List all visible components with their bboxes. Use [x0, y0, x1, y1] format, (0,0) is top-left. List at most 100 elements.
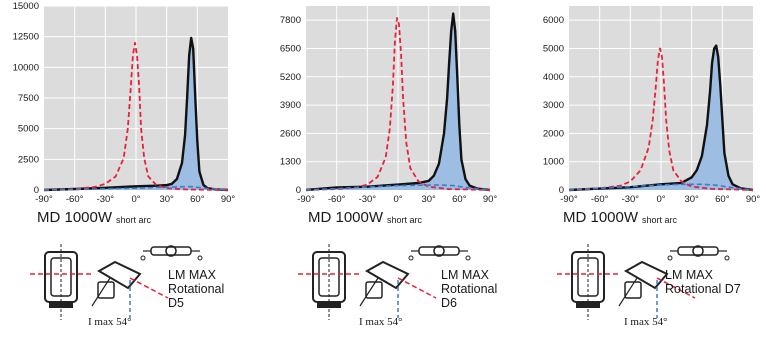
intensity-chart-d5: 0 2500 5000 7500 10000 12500 15000 -90° -60° -30°… — [13, 1, 236, 205]
y-tick-label: 6500 — [280, 43, 301, 54]
lamp-title: MD 1000W short arc — [308, 209, 422, 227]
imax-label: I max 54° — [359, 316, 403, 328]
y-tick-label: 0 — [296, 185, 301, 196]
photometric-panel-d6: 0 1300 2600 3900 5200 6500 7800 -90° -60° -30° 0° 3… — [262, 0, 502, 333]
y-tick-label: 0 — [559, 185, 564, 196]
fixture-top-knob-right — [724, 255, 730, 261]
fixture-top-knob-left — [667, 255, 673, 261]
y-tick-label: 5000 — [18, 124, 39, 135]
photometric-panel-d7: 0 1000 2000 3000 4000 5000 6000 -90° -60° -30° 0° 3… — [525, 0, 765, 333]
series-line-solid — [305, 12, 491, 192]
lamp-title: MD 1000W short arc — [37, 209, 151, 227]
fixture-diagram-d7 — [557, 244, 730, 320]
imax-label: I max 54° — [88, 316, 132, 328]
x-tick-label: 0° — [393, 194, 402, 205]
y-tick-label: 2000 — [543, 128, 564, 139]
fixture-diagram-d5 — [30, 244, 203, 320]
series-line-solid — [568, 44, 754, 192]
y-tick-label: 7800 — [280, 15, 301, 26]
y-tick-label: 12500 — [13, 32, 39, 43]
y-tick-label: 4000 — [543, 72, 564, 83]
intensity-chart-d6: 0 1300 2600 3900 5200 6500 7800 -90° -60° -30° 0° 3… — [280, 6, 498, 205]
lamp-title: MD 1000W short arc — [563, 209, 677, 227]
beam-label: LM MAX Rotational D5 — [168, 268, 240, 310]
y-tick-label: 5200 — [280, 72, 301, 83]
fixture-tilted-head — [364, 260, 410, 290]
series-area — [44, 37, 228, 191]
fixture-top-bar — [677, 246, 719, 256]
x-tick-label: -60° — [66, 194, 84, 205]
fixture-tilted-body — [97, 281, 115, 299]
beam-label-line2: Rotational D6 — [441, 282, 498, 310]
fixture-top-bar — [418, 246, 460, 256]
beam-label: LM MAX Rotational D7 — [665, 268, 741, 296]
series-line-dashed-blue — [43, 185, 229, 191]
series-area — [569, 45, 753, 190]
beam-label-line1: LM MAX — [665, 268, 713, 282]
beam-label-line2: Rotational D7 — [665, 282, 741, 296]
beam-axis-red — [397, 277, 437, 299]
photometric-panel-d5: 0 2500 5000 7500 10000 12500 15000 -90° -60° -30°… — [0, 0, 240, 333]
lamp-sub: short arc — [387, 215, 423, 225]
y-tick-label: 10000 — [13, 62, 39, 73]
x-tick-label: -60° — [328, 194, 346, 205]
series-line-solid — [43, 36, 229, 192]
series-area — [306, 13, 490, 190]
series-line-dashed-red — [568, 47, 754, 191]
fixture-top-knob-right — [465, 255, 471, 261]
x-tick-label: -90° — [297, 194, 315, 205]
x-tick-label: 0° — [656, 194, 665, 205]
fixture-arm — [618, 277, 638, 307]
x-tick-label: -90° — [35, 194, 53, 205]
fixture-tilted-body — [624, 281, 642, 299]
y-tick-label: 3900 — [280, 100, 301, 111]
x-tick-label: -30° — [622, 194, 640, 205]
intensity-chart-d7: 0 1000 2000 3000 4000 5000 6000 -90° -60° -30° 0° 3… — [543, 6, 761, 205]
fixture-top-knob-left — [408, 255, 414, 261]
lamp-name: MD 1000W — [563, 209, 639, 226]
fixture-arm — [359, 277, 379, 307]
series-line-dashed-red — [43, 41, 229, 191]
x-tick-label: 30° — [159, 194, 174, 205]
fixture-top-hub — [165, 245, 177, 257]
lamp-name: MD 1000W — [37, 209, 113, 226]
x-tick-label: -30° — [359, 194, 377, 205]
fixture-tilted-head — [623, 260, 669, 290]
beam-label-line1: LM MAX — [168, 268, 216, 282]
x-tick-label: 0° — [131, 194, 140, 205]
x-tick-label: 60° — [715, 194, 730, 205]
series-line-dashed-red — [305, 17, 491, 191]
x-tick-label: 90° — [221, 194, 236, 205]
x-tick-label: 60° — [190, 194, 205, 205]
y-tick-label: 7500 — [18, 93, 39, 104]
fixture-diagram-d6 — [298, 244, 471, 320]
lamp-sub: short arc — [116, 215, 152, 225]
beam-label-line1: LM MAX — [441, 268, 489, 282]
x-tick-label: 90° — [746, 194, 761, 205]
fixture-top-bar — [150, 246, 192, 256]
y-tick-label: 15000 — [13, 1, 39, 12]
fixture-tilted-body — [365, 281, 383, 299]
y-tick-label: 1300 — [280, 157, 301, 168]
y-tick-label: 6000 — [543, 15, 564, 26]
x-tick-label: -90° — [560, 194, 578, 205]
series-line-dashed-blue — [568, 183, 754, 191]
x-tick-label: -60° — [591, 194, 609, 205]
x-tick-label: 60° — [452, 194, 467, 205]
fixture-top-knob-left — [140, 255, 146, 261]
imax-label: I max 54° — [624, 316, 668, 328]
beam-axis-red — [129, 277, 169, 299]
y-tick-label: 2600 — [280, 128, 301, 139]
fixture-top-hub — [433, 245, 445, 257]
beam-label-line2: Rotational D5 — [168, 282, 225, 310]
y-tick-label: 3000 — [543, 100, 564, 111]
x-tick-label: 90° — [483, 194, 498, 205]
x-tick-label: 30° — [684, 194, 699, 205]
x-tick-label: 30° — [421, 194, 436, 205]
x-tick-label: -30° — [97, 194, 115, 205]
lamp-sub: short arc — [642, 215, 678, 225]
fixture-tilted-head — [96, 260, 142, 290]
y-tick-label: 5000 — [543, 43, 564, 54]
beam-label: LM MAX Rotational D6 — [441, 268, 502, 310]
fixture-top-hub — [692, 245, 704, 257]
